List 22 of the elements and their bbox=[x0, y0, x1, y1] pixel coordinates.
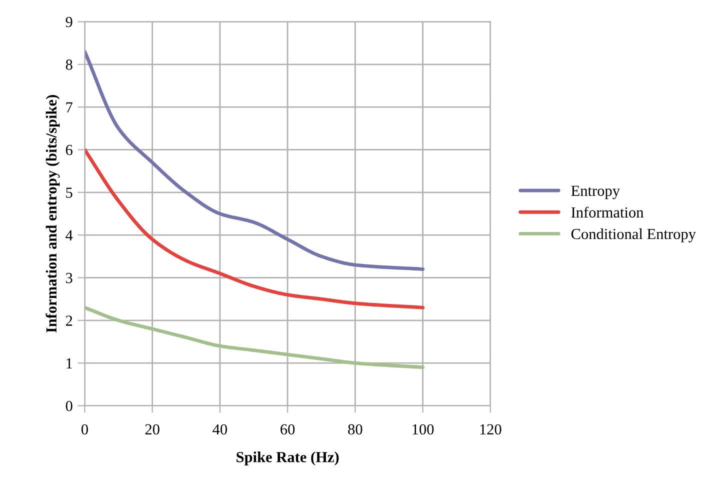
y-tick-label: 6 bbox=[66, 144, 72, 156]
x-tick-label: 40 bbox=[212, 424, 228, 435]
legend-label: Information bbox=[571, 206, 644, 218]
x-tick-label: 20 bbox=[145, 424, 160, 435]
y-tick-label: 1 bbox=[66, 358, 72, 368]
y-tick-label: 9 bbox=[66, 16, 72, 28]
x-tick-label: 60 bbox=[280, 424, 295, 435]
y-tick-label: 0 bbox=[66, 400, 72, 412]
x-tick-label: 120 bbox=[480, 424, 502, 435]
x-axis-title: Spike Rate (Hz) bbox=[236, 452, 339, 466]
x-tick-label: 80 bbox=[348, 424, 362, 435]
y-tick-label: 7 bbox=[66, 102, 72, 112]
y-tick-label: 4 bbox=[66, 230, 73, 240]
x-tick-label: 100 bbox=[412, 424, 434, 435]
legend-label: Conditional Entropy bbox=[571, 228, 696, 242]
y-tick-label: 8 bbox=[66, 60, 72, 70]
legend-label: Entropy bbox=[571, 186, 620, 200]
x-tick-label: 0 bbox=[81, 424, 88, 435]
y-tick-label: 2 bbox=[66, 316, 72, 326]
y-tick-label: 5 bbox=[66, 188, 72, 198]
y-tick-label: 3 bbox=[66, 272, 72, 284]
y-axis-title: Information and entropy (bits/spike) bbox=[46, 95, 60, 333]
